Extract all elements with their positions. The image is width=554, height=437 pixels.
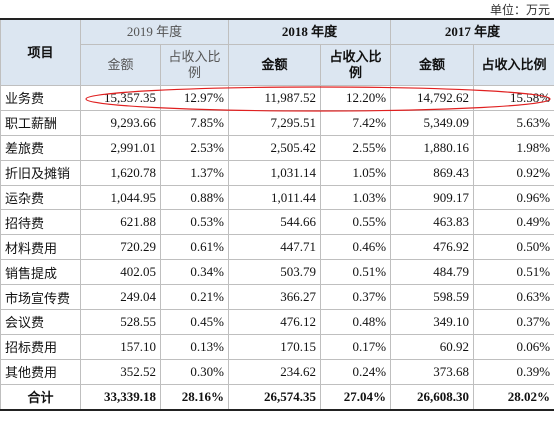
- cell: 249.04: [80, 284, 161, 311]
- cell: 0.63%: [473, 284, 554, 311]
- cell: 366.27: [228, 284, 322, 311]
- cell: 1,011.44: [228, 184, 322, 211]
- cell: 2.55%: [320, 134, 392, 161]
- row-label: 合计: [0, 383, 81, 411]
- cell: 0.39%: [473, 358, 554, 385]
- table-row: 合计 33,339.18 28.16% 26,574.35 27.04% 26,608.3…: [0, 383, 554, 411]
- cell: 27.04%: [320, 383, 392, 411]
- cell: 15,357.35: [80, 85, 161, 111]
- cell: 1,880.16: [390, 134, 475, 161]
- cell: 0.88%: [159, 184, 230, 211]
- cell: 7.42%: [320, 109, 392, 136]
- table-row: 招待费 621.88 0.53% 544.66 0.55% 463.83 0.49%: [0, 209, 554, 236]
- table-row: 差旅费 2,991.01 2.53% 2,505.42 2.55% 1,880.16 1.9…: [0, 134, 554, 161]
- cell: 0.51%: [473, 259, 554, 286]
- table-row: 市场宣传费 249.04 0.21% 366.27 0.37% 598.59 0.63%: [0, 284, 554, 311]
- cell: 12.20%: [320, 85, 392, 111]
- expense-table: 项目 2019 年度 2018 年度 2017 年度 金额 占收入比例 金额 占…: [0, 18, 554, 411]
- header-column: 占收入比例: [159, 44, 230, 86]
- cell: 1.37%: [159, 159, 230, 186]
- header-column: 金额: [80, 44, 161, 86]
- cell: 0.45%: [159, 309, 230, 335]
- cell: 0.96%: [473, 184, 554, 211]
- cell: 352.52: [80, 358, 161, 385]
- cell: 7.85%: [159, 109, 230, 136]
- row-label: 招标费用: [0, 333, 81, 360]
- cell: 60.92: [390, 333, 475, 360]
- cell: 544.66: [228, 209, 322, 236]
- table-row: 材料费用 720.29 0.61% 447.71 0.46% 476.92 0.50%: [0, 234, 554, 261]
- cell: 0.24%: [320, 358, 392, 385]
- row-label: 市场宣传费: [0, 284, 81, 311]
- row-label: 业务费: [0, 85, 81, 111]
- cell: 7,295.51: [228, 109, 322, 136]
- cell: 484.79: [390, 259, 475, 286]
- table-row: 运杂费 1,044.95 0.88% 1,011.44 1.03% 909.17 0.96%: [0, 184, 554, 211]
- cell: 0.37%: [473, 309, 554, 335]
- cell: 1,031.14: [228, 159, 322, 186]
- cell: 33,339.18: [80, 383, 161, 411]
- cell: 869.43: [390, 159, 475, 186]
- cell: 0.49%: [473, 209, 554, 236]
- cell: 5,349.09: [390, 109, 475, 136]
- cell: 1.03%: [320, 184, 392, 211]
- cell: 2.53%: [159, 134, 230, 161]
- cell: 476.92: [390, 234, 475, 261]
- row-label: 运杂费: [0, 184, 81, 211]
- cell: 0.13%: [159, 333, 230, 360]
- header-column: 占收入比例: [473, 44, 554, 86]
- cell: 11,987.52: [228, 85, 322, 111]
- row-label: 材料费用: [0, 234, 81, 261]
- table-body: 业务费 15,357.35 12.97% 11,987.52 12.20% 14,792.…: [0, 85, 554, 411]
- unit-note: 单位：万元: [489, 3, 550, 17]
- cell: 0.21%: [159, 284, 230, 311]
- row-label: 销售提成: [0, 259, 81, 286]
- cell: 528.55: [80, 309, 161, 335]
- header-column: 金额: [390, 44, 475, 86]
- cell: 0.92%: [473, 159, 554, 186]
- header-year: 2019 年度: [79, 18, 230, 45]
- cell: 0.17%: [320, 333, 392, 360]
- header-column: 占收入比例: [320, 44, 392, 86]
- cell: 0.55%: [320, 209, 392, 236]
- cell: 476.12: [228, 309, 322, 335]
- cell: 28.16%: [159, 383, 230, 411]
- highlight-ellipse: [85, 86, 551, 112]
- row-label: 招待费: [0, 209, 81, 236]
- cell: 0.06%: [473, 333, 554, 360]
- cell: 26,608.30: [390, 383, 475, 411]
- cell: 0.34%: [159, 259, 230, 286]
- header-column: 金额: [228, 44, 322, 86]
- cell: 720.29: [80, 234, 161, 261]
- cell: 0.48%: [320, 309, 392, 335]
- row-label: 其他费用: [0, 358, 81, 385]
- table-row: 会议费 528.55 0.45% 476.12 0.48% 349.10 0.37%: [0, 309, 554, 335]
- cell: 349.10: [390, 309, 475, 335]
- cell: 0.61%: [159, 234, 230, 261]
- cell: 503.79: [228, 259, 322, 286]
- cell: 402.05: [80, 259, 161, 286]
- cell: 1,620.78: [80, 159, 161, 186]
- table-row: 业务费 15,357.35 12.97% 11,987.52 12.20% 14,792.…: [0, 85, 554, 111]
- cell: 1.98%: [473, 134, 554, 161]
- row-label: 差旅费: [0, 134, 81, 161]
- cell: 26,574.35: [228, 383, 322, 411]
- cell: 28.02%: [473, 383, 554, 411]
- header-year: 2018 年度: [228, 18, 392, 45]
- cell: 909.17: [390, 184, 475, 211]
- cell: 5.63%: [473, 109, 554, 136]
